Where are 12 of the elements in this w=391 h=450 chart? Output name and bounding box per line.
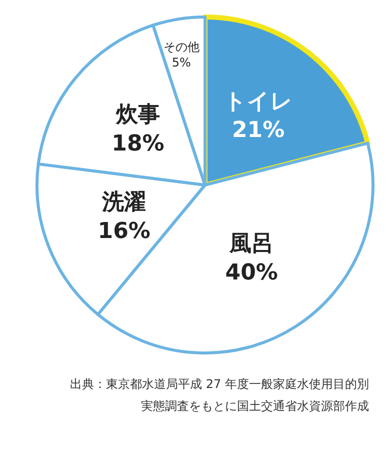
source-note: 出典：東京都水道局平成 27 年度一般家庭水使用目的別 [70, 377, 369, 391]
slice-label: その他 [163, 40, 200, 54]
slice-label: 炊事 [114, 102, 160, 128]
data-label: 40% [225, 260, 278, 286]
data-label: 21% [232, 118, 285, 144]
data-label: 18% [112, 131, 164, 156]
data-label: 16% [98, 218, 150, 244]
slice-label: トイレ [224, 89, 293, 114]
slice-label: 風呂 [228, 232, 274, 257]
slice-label: 洗濯 [101, 190, 146, 216]
text: 実態調査をもとに国土交通省水資源部作成 [141, 399, 369, 413]
data-label: 5% [172, 55, 191, 70]
